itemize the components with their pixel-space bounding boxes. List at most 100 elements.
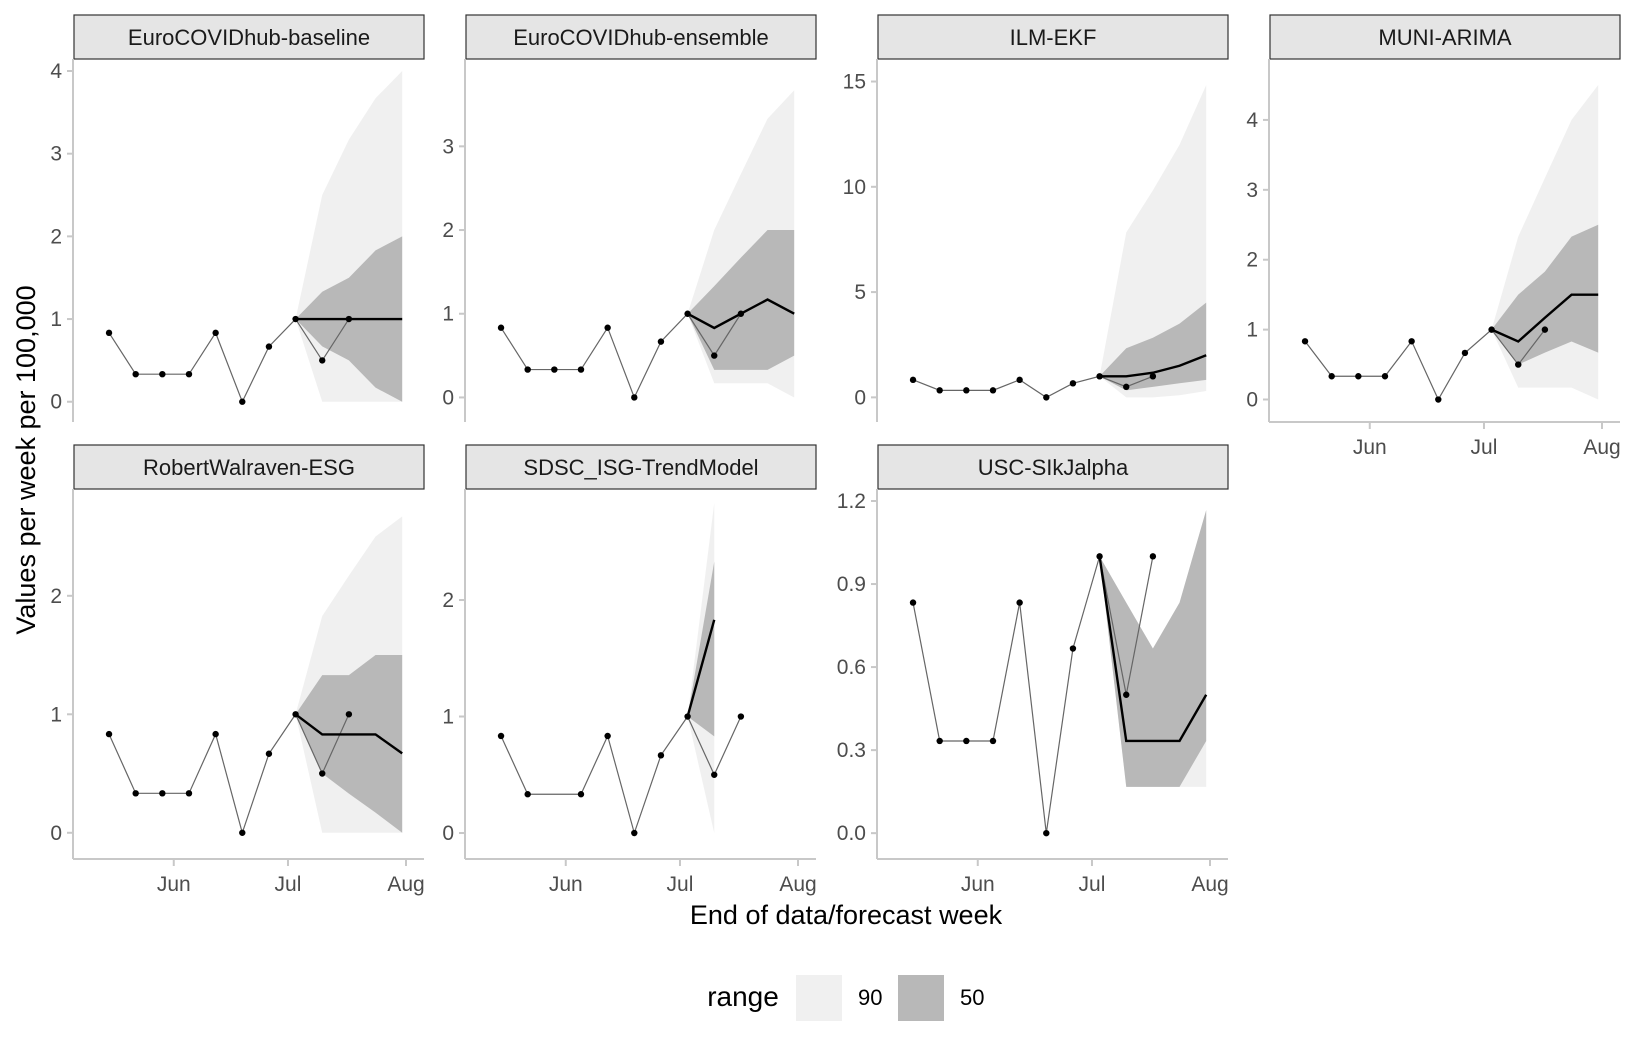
y-tick-label: 1 — [442, 303, 454, 326]
observed-point — [963, 737, 970, 745]
panel-strip — [877, 14, 1229, 60]
observed-point — [185, 370, 193, 378]
observed-point — [1016, 599, 1023, 606]
legend-title: range — [707, 981, 779, 1012]
legend: range 90 50 — [707, 975, 984, 1021]
panel-title: USC-SIkJalpha — [978, 455, 1129, 480]
observed-point — [936, 737, 943, 745]
panel-title: RobertWalraven-ESG — [143, 455, 355, 480]
observed-point — [989, 387, 997, 394]
observed-point — [1123, 383, 1130, 391]
x-tick-label: Jun — [961, 873, 995, 896]
band-50 — [1099, 302, 1207, 391]
x-tick-label: Aug — [779, 873, 816, 896]
observed-point — [1515, 361, 1522, 368]
panel-title: EuroCOVIDhub-ensemble — [513, 25, 769, 50]
y-tick-label: 2 — [1246, 249, 1258, 272]
forecast-median-line — [1098, 556, 1208, 743]
y-tick-label: 1 — [50, 308, 62, 331]
observed-point — [604, 732, 611, 740]
observed-point — [345, 711, 353, 718]
y-tick-label: 0 — [50, 822, 62, 845]
observed-point — [212, 329, 219, 337]
observed-point — [604, 324, 611, 331]
observed-point — [292, 711, 299, 718]
observed-point — [319, 770, 326, 777]
forecast-median-line — [294, 713, 403, 755]
observed-point — [711, 352, 718, 359]
observed-point — [1149, 553, 1157, 560]
panel-strip — [1269, 14, 1621, 60]
y-tick-label: 0 — [854, 386, 866, 409]
observed-point — [265, 750, 273, 757]
band-50 — [687, 561, 715, 737]
forecast-median-line — [1491, 293, 1599, 343]
observed-point — [737, 713, 745, 720]
y-tick-label: 3 — [1246, 179, 1258, 202]
y-tick-label: 1 — [442, 706, 454, 729]
observed-point — [497, 324, 505, 331]
x-tick-label: Jul — [1079, 873, 1106, 896]
legend-key-50 — [898, 975, 944, 1021]
observed-point — [1096, 553, 1103, 560]
panel-title: EuroCOVIDhub-baseline — [128, 25, 370, 50]
observed-point — [737, 310, 745, 317]
observed-line — [912, 556, 1154, 834]
x-tick-label: Jun — [1353, 436, 1387, 459]
observed-point — [1541, 326, 1549, 333]
observed-point — [524, 366, 531, 373]
panel-strip — [73, 14, 425, 60]
observed-point — [1043, 829, 1050, 837]
observed-point — [577, 366, 585, 373]
panel-strip — [465, 444, 817, 490]
observed-point — [105, 329, 113, 337]
panel-5: RobertWalraven-ESG 0 1 2 Jun Jul Aug — [50, 444, 425, 896]
y-tick-label: 0.3 — [837, 739, 866, 762]
observed-point — [1149, 373, 1157, 380]
x-tick-label: Aug — [387, 873, 424, 896]
observed-point — [159, 370, 166, 378]
observed-point — [909, 599, 917, 606]
y-tick-label: 0.6 — [837, 656, 866, 679]
x-tick-label: Jul — [275, 873, 302, 896]
band-50 — [1099, 510, 1207, 787]
forecast-median-line — [1099, 354, 1207, 378]
x-tick-label: Jul — [667, 873, 694, 896]
observed-line — [108, 318, 350, 404]
observed-point — [684, 310, 691, 317]
panel-1: EuroCOVIDhub-baseline 0 1 2 3 4 — [50, 14, 425, 422]
panel-6: SDSC_ISG-TrendModel 0 1 2 Jun Jul Aug — [442, 444, 817, 896]
observed-point — [909, 376, 917, 384]
observed-point — [989, 737, 997, 745]
y-tick-label: 0.9 — [837, 573, 866, 596]
y-axis-title: Values per week per 100,000 — [11, 285, 41, 634]
y-tick-label: 0 — [50, 391, 62, 414]
observed-point — [132, 370, 139, 378]
observed-point — [1069, 380, 1077, 387]
observed-point — [684, 713, 691, 720]
panel-3: ILM-EKF 0 5 10 15 — [843, 14, 1229, 422]
panel-title: SDSC_ISG-TrendModel — [523, 455, 758, 480]
y-tick-label: 0.0 — [837, 822, 866, 845]
observed-line — [912, 375, 1154, 399]
observed-point — [657, 338, 665, 345]
observed-point — [345, 315, 353, 323]
forecast-median-line — [686, 619, 716, 717]
observed-point — [1435, 396, 1442, 403]
legend-label: 90 — [858, 985, 882, 1010]
observed-point — [551, 366, 558, 373]
y-tick-label: 5 — [854, 281, 866, 304]
y-tick-label: 4 — [1246, 109, 1258, 132]
y-tick-label: 3 — [442, 135, 454, 158]
y-tick-label: 0 — [442, 386, 454, 409]
y-tick-label: 4 — [50, 60, 62, 83]
observed-point — [577, 791, 585, 798]
y-tick-label: 2 — [50, 585, 62, 608]
observed-point — [319, 357, 326, 364]
observed-point — [1069, 645, 1077, 652]
y-tick-label: 15 — [843, 71, 866, 94]
observed-point — [239, 398, 246, 405]
y-tick-label: 10 — [843, 176, 866, 199]
band-90 — [1099, 85, 1207, 398]
